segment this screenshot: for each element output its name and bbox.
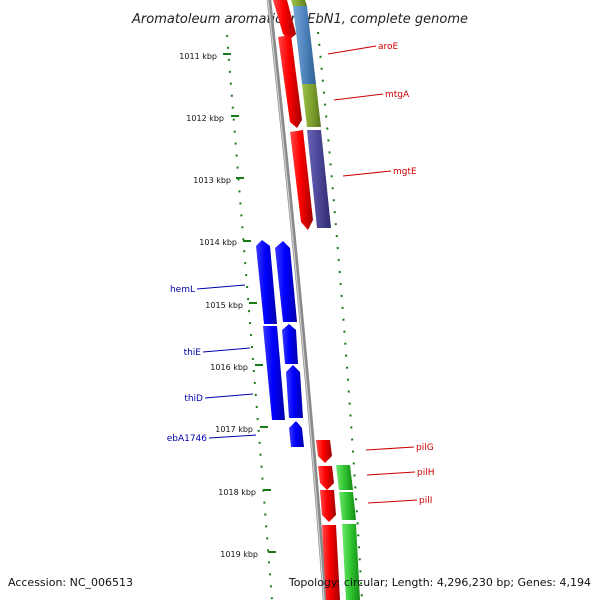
tick-label-1013: 1013 kbp	[193, 176, 231, 185]
leader-mtgA	[333, 93, 384, 101]
label-thiE: thiE	[184, 348, 202, 358]
label-pilG: pilG	[416, 443, 434, 453]
feature-steel	[293, 6, 316, 84]
feature-olive	[302, 84, 321, 127]
genome-backbone	[266, 0, 328, 600]
feature-purple	[307, 130, 331, 228]
leader-thiD	[204, 393, 254, 399]
outer-guide-ring	[317, 31, 363, 600]
tick-labels: 1011 kbp 1012 kbp 1013 kbp 1014 kbp 1015…	[179, 52, 258, 559]
leader-pilI	[367, 499, 418, 504]
gene-red-1	[278, 35, 302, 128]
label-thiD: thiD	[184, 394, 203, 404]
leader-pilH	[366, 471, 416, 476]
feature-green-3	[342, 524, 360, 600]
tick-marks	[223, 53, 276, 553]
label-mtgA: mtgA	[385, 90, 410, 100]
tick-label-1015: 1015 kbp	[205, 301, 243, 310]
tick-label-1018: 1018 kbp	[218, 488, 256, 497]
inner-guide-ring	[226, 34, 273, 600]
reverse-gene-labels: hemL thiE thiD ebA1746	[167, 284, 257, 444]
label-ebA1746: ebA1746	[167, 434, 208, 444]
leader-thiE	[202, 347, 251, 353]
gene-hemL	[275, 241, 297, 322]
reverse-strand-genes	[256, 240, 304, 447]
accession-label: Accession: NC_006513	[8, 576, 133, 589]
leader-ebA1746	[208, 434, 257, 439]
tick-label-1011: 1011 kbp	[179, 52, 217, 61]
forward-gene-labels: aroE mtgA mgtE pilG pilH pilI	[327, 42, 434, 506]
gene-pilG	[316, 440, 332, 463]
label-aroE: aroE	[378, 42, 399, 52]
feature-top-olive	[291, 0, 307, 6]
genome-backbone-highlight	[267, 0, 325, 600]
leader-aroE	[327, 45, 377, 55]
gene-thiD	[286, 365, 303, 418]
leader-mgtE	[342, 170, 392, 177]
label-pilI: pilI	[419, 496, 432, 506]
topology-label: Topology: circular; Length: 4,296,230 bp…	[288, 576, 591, 589]
gene-red-lower	[322, 525, 340, 600]
gene-ebA1746	[289, 421, 304, 447]
forward-strand-genes	[273, 0, 340, 600]
label-mgtE: mgtE	[393, 167, 417, 177]
leader-pilG	[365, 446, 415, 451]
gene-thiE	[263, 326, 285, 420]
feature-green-2	[339, 492, 356, 520]
tick-label-1016: 1016 kbp	[210, 363, 248, 372]
tick-label-1017: 1017 kbp	[215, 425, 253, 434]
tick-label-1014: 1014 kbp	[199, 238, 237, 247]
tick-label-1012: 1012 kbp	[186, 114, 224, 123]
gene-aroE-arrow	[273, 0, 296, 40]
gene-red-2	[290, 130, 313, 230]
leader-hemL	[196, 284, 246, 290]
label-pilH: pilH	[417, 468, 434, 478]
gene-pilI	[320, 490, 336, 522]
gene-hemL-inner	[256, 240, 277, 324]
gene-thiE-outer	[282, 324, 298, 364]
tick-label-1019: 1019 kbp	[220, 550, 258, 559]
label-hemL: hemL	[170, 285, 195, 295]
feature-green	[336, 465, 353, 490]
feature-ring	[291, 0, 360, 600]
gene-pilH	[318, 466, 334, 490]
